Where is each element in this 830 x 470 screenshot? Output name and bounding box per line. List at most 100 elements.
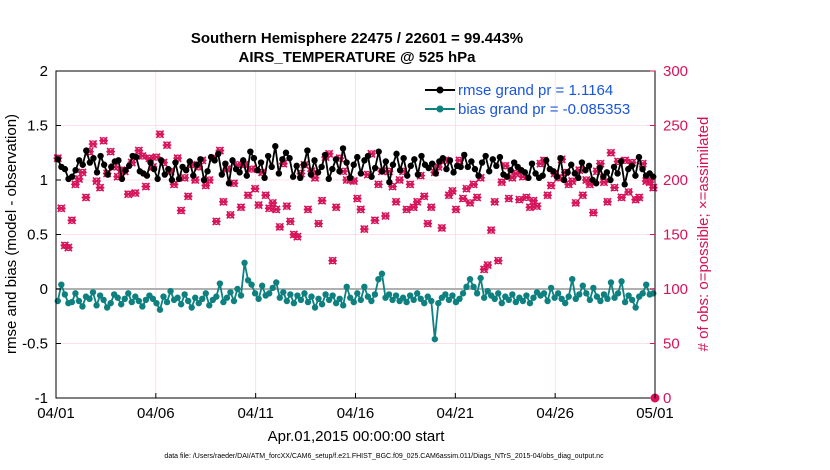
obs-count-point [254,200,263,210]
rmse-point [293,162,300,170]
rmse-point [243,172,250,179]
obs-count-point [504,194,514,203]
rmse-point [182,166,190,174]
obs-count-point [497,178,507,187]
rmse-point [428,160,436,167]
rmse-point [482,152,489,160]
bias-point [421,299,428,307]
x-tick-label: 05/01 [636,405,674,422]
obs-count-point [370,216,380,225]
bias-point [576,291,583,298]
bias-point [554,290,562,297]
bias-point [142,296,150,304]
bias-point [132,293,139,300]
bias-point [361,283,368,291]
bias-point [322,291,329,298]
rmse-point [97,152,104,160]
obs-count-point [465,198,475,208]
obs-count-point [423,219,433,228]
obs-count-point [388,182,397,191]
rmse-point [571,170,578,177]
bias-point [625,292,632,299]
rmse-series [54,143,657,188]
bias-point [364,293,372,300]
bias-point [156,306,164,313]
y-left-tick-label: 2 [40,63,48,80]
rmse-point [264,152,272,160]
rmse-point [614,170,621,177]
bias-point [107,299,114,307]
rmse-point [125,162,133,170]
rmse-point [229,157,236,164]
rmse-point [468,158,475,165]
rmse-point [507,166,514,174]
bias-point [237,292,245,299]
obs-count-point [617,193,626,202]
bias-point [283,297,291,305]
bias-point [325,296,333,304]
bias-point [561,299,569,307]
bias-point [340,302,347,309]
rmse-point [143,172,151,179]
bias-point [572,295,579,303]
bias-point [509,291,516,298]
rmse-point [379,168,386,175]
bias-point [258,282,266,289]
obs-count-point [405,180,415,189]
obs-count-point [522,193,531,202]
rmse-point [339,145,347,152]
bias-point [607,279,615,286]
bias-point [480,294,488,301]
rmse-point [357,170,365,177]
bias-point [611,294,618,301]
bias-point [540,290,548,297]
bias-point [241,259,248,267]
obs-count-point [479,265,489,274]
rmse-point [322,151,329,159]
bias-point [604,295,611,303]
obs-count-point [395,175,404,185]
bias-point [216,280,224,287]
bias-point [413,290,421,297]
rmse-point [550,168,557,175]
rmse-point [346,174,354,182]
rmse-point [350,161,357,168]
bias-point [350,298,357,306]
grid-lines [55,70,656,399]
obs-count-point [64,243,73,252]
y-axis-right-label: # of obs: o=possible; ×=assimilated [695,117,712,352]
bias-point [597,297,604,305]
bias-point [565,293,572,300]
bias-point [424,293,431,300]
rmse-point [564,169,571,176]
bias-point [304,298,312,306]
rmse-point [386,178,393,186]
rmse-point [247,148,254,155]
obs-count-point [212,217,221,226]
rmse-point [304,147,311,154]
bias-point [266,290,273,297]
rmse-point [639,165,646,173]
rmse-point [600,173,607,180]
bias-point [600,291,608,298]
bias-point [251,290,259,297]
obs-count-point [458,194,468,203]
rmse-point [418,152,425,160]
bias-point [68,298,76,306]
bias-point [417,295,424,303]
obs-count-point [444,191,454,200]
bias-point [58,281,65,288]
bias-point [544,297,551,305]
rmse-point [86,159,94,166]
y-left-tick-label: 0 [40,281,48,298]
rmse-point [75,157,83,164]
obs-count-point [275,222,285,232]
bias-point [643,281,650,288]
bias-point [311,304,319,311]
obs-count-point [317,196,327,205]
obs-count-point [67,216,77,225]
bias-point [354,290,361,297]
bias-point [463,283,470,291]
rmse-point [621,181,628,188]
